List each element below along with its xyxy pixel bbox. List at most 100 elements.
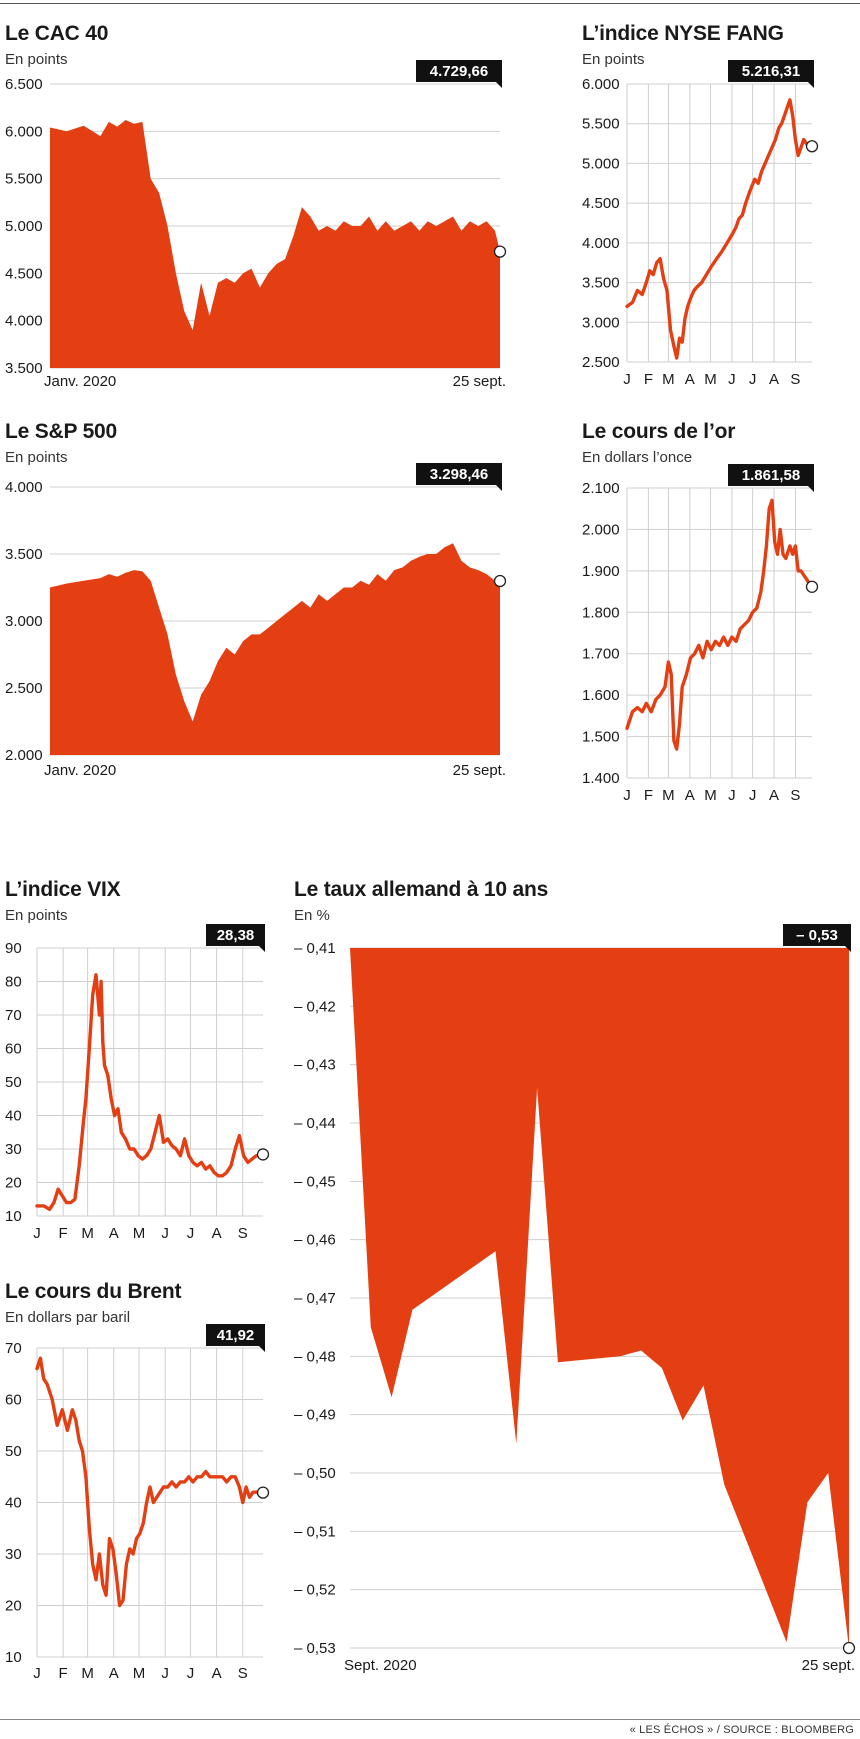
x-tick-label: J (749, 371, 757, 388)
bottom-rule (0, 1719, 860, 1720)
chart-title: L’indice NYSE FANG (582, 22, 784, 45)
chart-gold-svg: 1.400 1.500 1.600 1.700 1.800 1.900 2.000 2.100… (582, 464, 819, 804)
x-tick-label: A (769, 371, 779, 388)
chart-panel-brent: Le cours du Brent En dollars par baril 1… (5, 1280, 285, 1682)
y-tick-label: 3.500 (5, 546, 43, 563)
x-tick-label: A (109, 1225, 119, 1242)
chart-title: Le CAC 40 (5, 22, 109, 45)
last-value-badge (728, 464, 814, 492)
x-tick-label: F (644, 787, 653, 804)
series-area (50, 120, 500, 368)
y-tick-label: 2.100 (582, 480, 620, 497)
x-tick-label: M (81, 1225, 94, 1242)
last-value-label: – 0,53 (796, 927, 838, 944)
chart-title: Le taux allemand à 10 ans (294, 878, 549, 901)
x-tick-label: F (59, 1665, 68, 1682)
series-area (350, 948, 849, 1648)
x-tick-label: Sept. 2020 (344, 1657, 417, 1674)
y-tick-label: 20 (5, 1598, 22, 1615)
last-value-marker (256, 1148, 270, 1161)
chart-panel-vix: L’indice VIX En points 10 20 30 40 50 60 70 80 9… (5, 878, 285, 1268)
source-credit: « LES ÉCHOS » / SOURCE : BLOOMBERG (629, 1724, 854, 1736)
x-tick-label: M (704, 371, 717, 388)
y-tick-label: 5.500 (5, 171, 43, 188)
y-tick-label: 6.500 (5, 76, 43, 93)
chart-subtitle: En points (582, 51, 645, 68)
x-tick-label: A (685, 787, 695, 804)
y-tick-label: – 0,52 (294, 1582, 336, 1599)
y-tick-label: – 0,47 (294, 1290, 336, 1307)
y-tick-label: 70 (5, 1340, 22, 1357)
chart-nyse-fang-svg: 2.500 3.000 3.500 4.000 4.500 5.000 5.500 6.000… (582, 60, 819, 388)
chart-subtitle: En points (5, 449, 68, 466)
chart-panel-sp500: Le S&P 500 En points 2.000 2.500 3.000 3.50… (5, 420, 565, 810)
y-tick-label: 1.800 (582, 604, 620, 621)
y-tick-label: – 0,41 (294, 940, 336, 957)
y-tick-label: 4.000 (582, 235, 620, 252)
x-tick-label: A (769, 787, 779, 804)
y-tick-label: 5.000 (5, 218, 43, 235)
y-tick-label: 6.000 (5, 123, 43, 140)
y-tick-label: 60 (5, 1392, 22, 1409)
chart-title: Le S&P 500 (5, 420, 118, 443)
x-tick-label: J (623, 787, 631, 804)
y-tick-label: 2.500 (5, 680, 43, 697)
y-tick-label: – 0,48 (294, 1348, 336, 1365)
x-tick-label: M (133, 1225, 146, 1242)
last-value-marker (805, 140, 819, 153)
x-tick-label: J (728, 787, 736, 804)
y-tick-label: 30 (5, 1141, 22, 1158)
y-tick-label: 70 (5, 1007, 22, 1024)
last-value-label: 3.298,46 (430, 466, 488, 483)
chart-panel-bund10: Le taux allemand à 10 ans En % – 0,41 – 0… (294, 878, 859, 1678)
chart-subtitle: En dollars par baril (5, 1309, 131, 1326)
last-value-badge (416, 463, 502, 491)
y-tick-label: 2.500 (582, 354, 620, 371)
last-value-label: 1.861,58 (742, 467, 800, 484)
chart-subtitle: En points (5, 51, 68, 68)
x-tick-label: M (662, 787, 675, 804)
y-tick-label: 20 (5, 1175, 22, 1192)
x-tick-label: A (212, 1225, 222, 1242)
x-tick-label: J (187, 1665, 195, 1682)
y-tick-label: – 0,50 (294, 1465, 336, 1482)
chart-subtitle: En points (5, 907, 68, 924)
last-value-marker (842, 1641, 856, 1655)
y-tick-label: – 0,46 (294, 1232, 336, 1249)
y-tick-label: 60 (5, 1041, 22, 1058)
series-line (35, 1356, 265, 1608)
x-tick-label: J (728, 371, 736, 388)
y-tick-label: – 0,44 (294, 1115, 336, 1132)
last-value-marker (805, 580, 819, 593)
last-value-marker (256, 1486, 270, 1499)
last-value-label: 5.216,31 (742, 63, 800, 80)
x-tick-label: M (704, 787, 717, 804)
chart-title: L’indice VIX (5, 878, 121, 901)
x-tick-label: 25 sept. (453, 762, 506, 779)
y-tick-label: 50 (5, 1443, 22, 1460)
y-tick-label: 10 (5, 1208, 22, 1225)
x-tick-label: 25 sept. (453, 373, 506, 390)
x-tick-label: A (109, 1665, 119, 1682)
x-tick-label: 25 sept. (802, 1657, 855, 1674)
chart-subtitle: En % (294, 907, 330, 924)
last-value-marker (493, 245, 507, 258)
chart-title: Le cours du Brent (5, 1280, 182, 1303)
y-tick-label: – 0,45 (294, 1173, 336, 1190)
last-value-label: 28,38 (217, 927, 255, 944)
y-tick-label: 40 (5, 1495, 22, 1512)
x-tick-label: S (238, 1225, 248, 1242)
y-tick-label: – 0,53 (294, 1640, 336, 1657)
series-line (625, 98, 814, 360)
y-tick-label: 3.000 (582, 314, 620, 331)
y-tick-label: 5.000 (582, 155, 620, 172)
last-value-badge (206, 924, 265, 952)
x-tick-label: J (161, 1225, 169, 1242)
y-tick-label: 1.500 (582, 729, 620, 746)
y-tick-label: 1.900 (582, 563, 620, 580)
chart-sp500-svg: 2.000 2.500 3.000 3.500 4.000 Janv. 2020 25 se… (5, 463, 507, 779)
y-tick-label: – 0,51 (294, 1523, 336, 1540)
y-tick-label: 4.500 (582, 195, 620, 212)
series-area (50, 543, 500, 755)
